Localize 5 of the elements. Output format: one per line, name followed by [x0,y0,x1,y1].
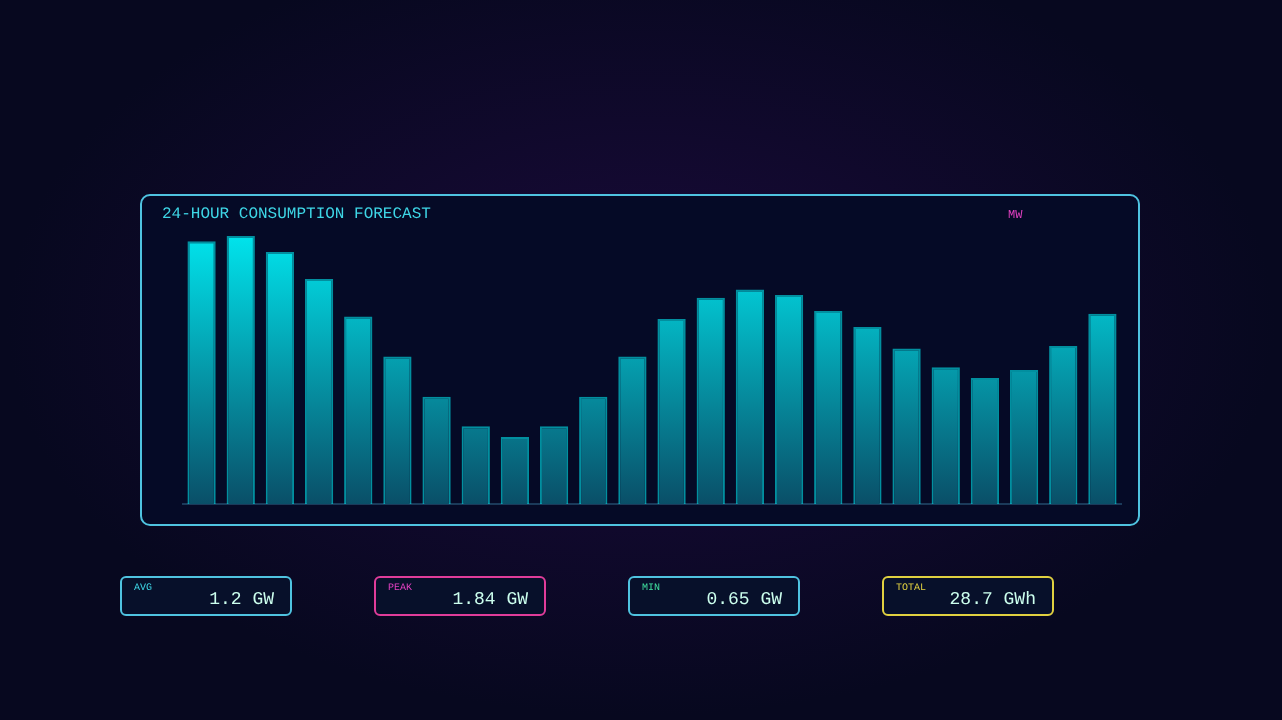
text: 1.84 GW [452,590,528,610]
chart-title: 24-HOUR CONSUMPTION FORECAST [162,206,431,224]
text: 0.65 GW [706,590,782,610]
text: 28.7 GWh [949,590,1036,610]
text: 1.2 GW [209,590,274,610]
